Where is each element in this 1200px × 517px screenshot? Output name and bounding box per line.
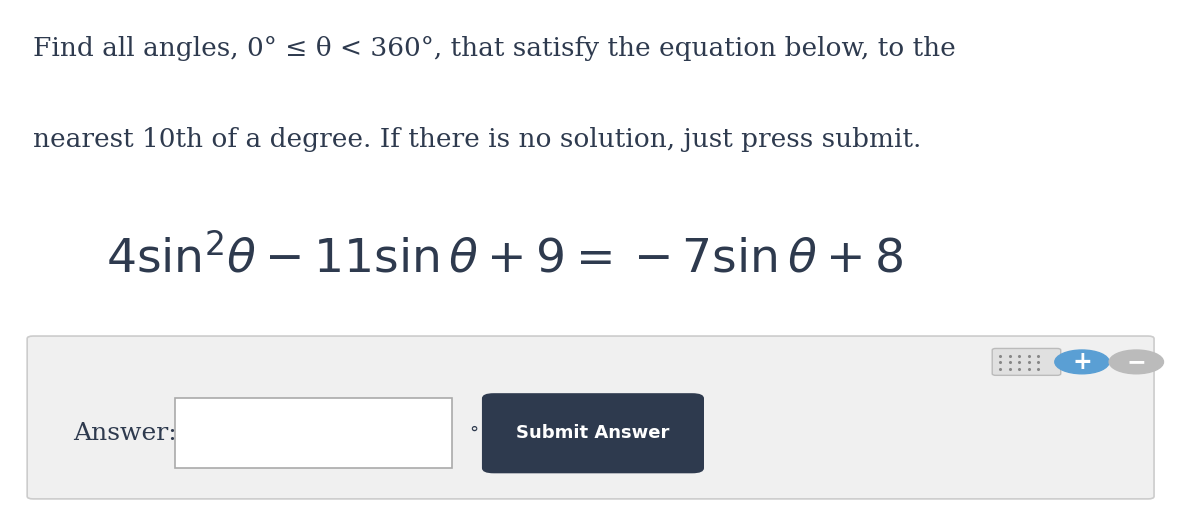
Text: $4\sin^2\!\theta - 11\sin\theta + 9 = -7\sin\theta + 8$: $4\sin^2\!\theta - 11\sin\theta + 9 = -7… bbox=[107, 235, 904, 282]
Circle shape bbox=[1109, 350, 1164, 374]
FancyBboxPatch shape bbox=[28, 336, 1154, 499]
Text: +: + bbox=[1072, 350, 1092, 374]
Text: °: ° bbox=[469, 424, 478, 442]
Text: Find all angles, 0° ≤ θ < 360°, that satisfy the equation below, to the: Find all angles, 0° ≤ θ < 360°, that sat… bbox=[34, 36, 956, 61]
Text: Submit Answer: Submit Answer bbox=[516, 424, 670, 442]
Text: nearest 10th of a degree. If there is no solution, just press submit.: nearest 10th of a degree. If there is no… bbox=[34, 127, 922, 151]
FancyBboxPatch shape bbox=[992, 348, 1061, 375]
Circle shape bbox=[1055, 350, 1109, 374]
FancyBboxPatch shape bbox=[175, 398, 452, 468]
FancyBboxPatch shape bbox=[482, 393, 704, 474]
Text: Answer:: Answer: bbox=[73, 422, 176, 445]
Text: −: − bbox=[1127, 350, 1146, 374]
